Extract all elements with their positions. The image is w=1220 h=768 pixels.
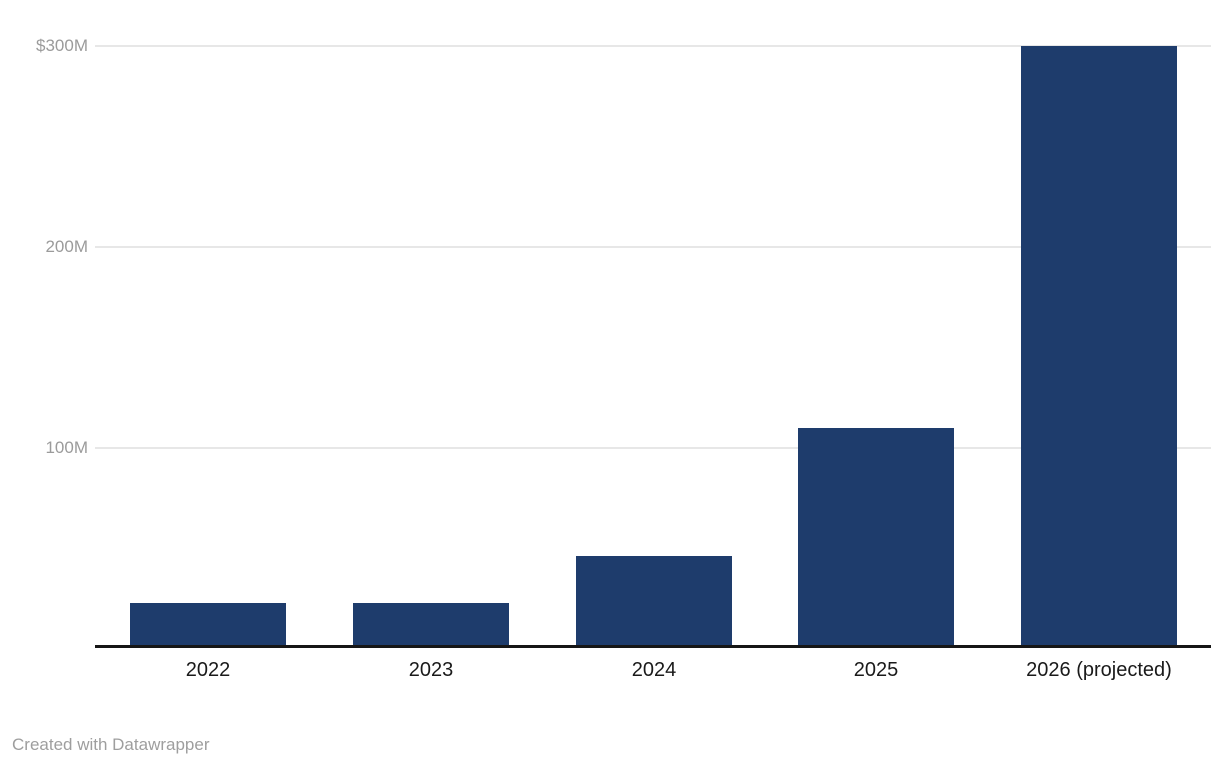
xtick-label-2022: 2022	[185, 659, 231, 681]
gridline-100m	[95, 447, 1211, 449]
xtick-label-2023: 2023	[408, 659, 454, 681]
xtick-label-2024: 2024	[631, 659, 677, 681]
datawrapper-attribution-link[interactable]: Created with Datawrapper	[12, 735, 210, 754]
bar-2022	[130, 603, 286, 648]
bar-2023	[353, 603, 509, 648]
x-axis-line	[95, 645, 1211, 648]
xtick-label-2026-projected: 2026 (projected)	[1026, 659, 1172, 681]
gridline-200m	[95, 246, 1211, 248]
bar-2026-projected	[1021, 46, 1177, 648]
ytick-label-100m: 100M	[45, 438, 88, 457]
ytick-label-200m: 200M	[45, 237, 88, 256]
ytick-label-300m: $300M	[36, 36, 88, 55]
bar-2025	[798, 428, 954, 648]
xtick-label-2025: 2025	[853, 659, 899, 681]
gridline-300m	[95, 45, 1211, 47]
bar-2024	[576, 556, 732, 648]
